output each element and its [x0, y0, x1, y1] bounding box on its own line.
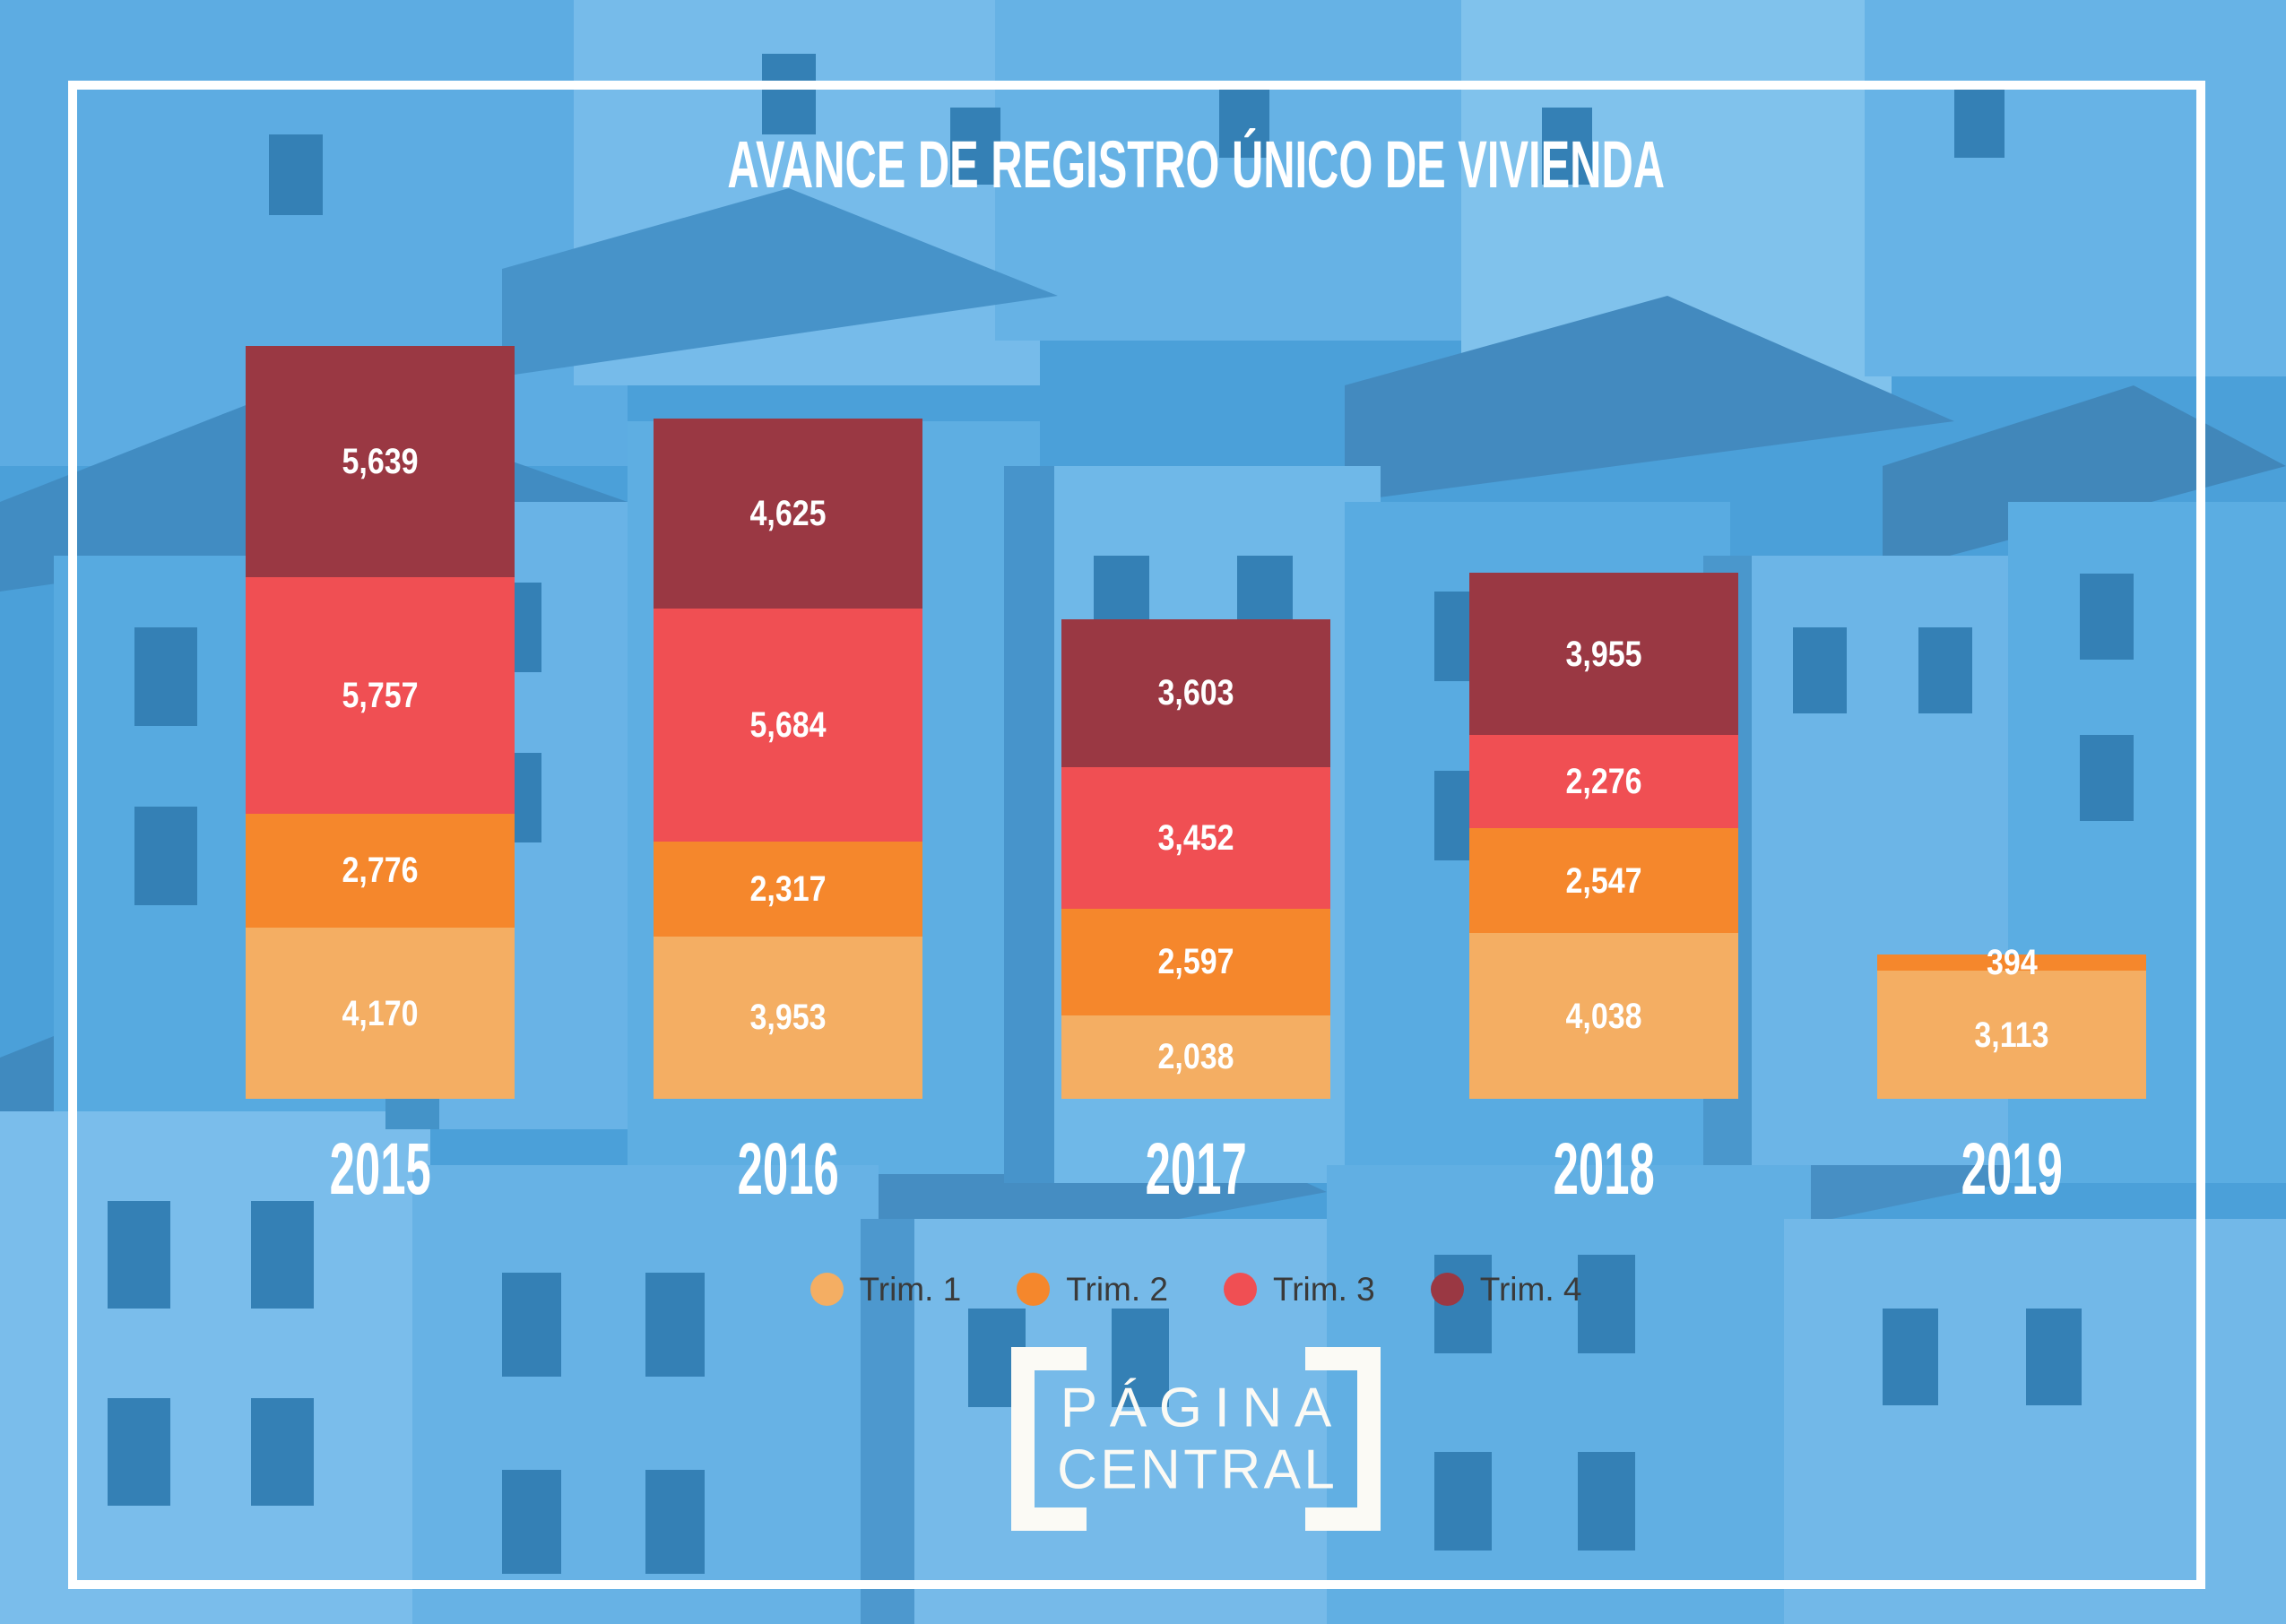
bar-value-label: 5,684	[749, 704, 827, 745]
legend-item-trim4: Trim. 4	[1430, 1271, 1582, 1308]
bar-value-label: 3,953	[749, 998, 827, 1038]
bar-segment-2016-trim3: 5,684	[654, 608, 922, 842]
legend-item-trim1: Trim. 1	[810, 1271, 962, 1308]
bar-segment-2019-trim1: 3,113	[1877, 971, 2146, 1099]
bar-value-label: 394	[1986, 943, 2038, 983]
logo-line2: CENTRAL	[1057, 1438, 1338, 1500]
legend-item-trim3: Trim. 3	[1224, 1273, 1375, 1306]
bar-value-label: 4,038	[1565, 996, 1642, 1036]
bar-value-label: 2,597	[1157, 942, 1234, 982]
bar-segment-2015-trim4: 5,639	[246, 345, 515, 578]
bar-segment-2015-trim3: 5,757	[246, 577, 515, 814]
x-axis-label-2017: 2017	[1145, 1128, 1247, 1210]
legend-label: Trim. 4	[1479, 1271, 1582, 1308]
legend-label: Trim. 1	[859, 1271, 962, 1308]
bar-segment-2017-trim4: 3,603	[1061, 618, 1330, 767]
content: AVANCE DE REGISTRO ÚNICO DE VIVIENDA 5,6…	[246, 0, 2146, 1624]
bar-segment-2017-trim1: 2,038	[1061, 1015, 1330, 1099]
legend: Trim. 1 Trim. 2 Trim. 3 Trim. 4	[246, 1273, 2146, 1306]
bar-segment-2015-trim1: 4,170	[246, 928, 515, 1099]
bar-segment-2018-trim3: 2,276	[1469, 735, 1738, 829]
stacked-bar-chart: 5,639 5,757 2,776 4,170 2015 4,625 5,684 2,317 3…	[246, 0, 2146, 1206]
legend-label: Trim. 3	[1273, 1271, 1375, 1308]
legend-circle-icon	[1224, 1273, 1257, 1306]
bar-value-label: 2,317	[749, 868, 827, 909]
x-axis-label-2019: 2019	[1961, 1128, 2063, 1210]
bar-2018: 3,955 2,276 2,547 4,038	[1469, 573, 1738, 1099]
bar-segment-2016-trim4: 4,625	[654, 418, 922, 609]
x-axis-label-2016: 2016	[737, 1128, 839, 1210]
bar-value-label: 2,038	[1157, 1037, 1234, 1077]
bar-value-label: 4,625	[749, 493, 827, 533]
bar-value-label: 3,452	[1157, 817, 1234, 858]
bar-2017: 3,603 3,452 2,597 2,038	[1061, 618, 1330, 1099]
bar-segment-2016-trim1: 3,953	[654, 936, 922, 1099]
chart-title: AVANCE DE REGISTRO ÚNICO DE VIVIENDA	[727, 127, 1665, 202]
bar-segment-2018-trim2: 2,547	[1469, 828, 1738, 934]
bar-value-label: 2,276	[1565, 762, 1642, 802]
legend-circle-icon	[810, 1273, 844, 1306]
legend-circle-icon	[1017, 1273, 1051, 1306]
legend-label: Trim. 2	[1066, 1271, 1168, 1308]
bar-segment-2017-trim2: 2,597	[1061, 908, 1330, 1015]
bar-value-label: 4,170	[342, 993, 419, 1033]
bar-segment-2019-trim2: 394	[1877, 945, 2146, 980]
legend-circle-icon	[1430, 1273, 1464, 1306]
bar-2019: 394 3,113	[1877, 945, 2146, 1099]
bar-2015: 5,639 5,757 2,776 4,170	[246, 345, 515, 1099]
bar-segment-2015-trim2: 2,776	[246, 813, 515, 929]
logo-left-bracket-icon	[1011, 1347, 1087, 1531]
bar-value-label: 5,757	[342, 676, 419, 716]
bar-segment-2016-trim2: 2,317	[654, 841, 922, 937]
bar-value-label: 3,955	[1565, 634, 1642, 674]
x-axis-label-2018: 2018	[1553, 1128, 1655, 1210]
bar-value-label: 3,113	[1974, 1015, 2049, 1055]
logo-right-bracket-icon	[1305, 1347, 1381, 1531]
bar-segment-2018-trim1: 4,038	[1469, 933, 1738, 1099]
bar-value-label: 2,547	[1565, 860, 1642, 901]
bar-segment-2017-trim3: 3,452	[1061, 766, 1330, 909]
bar-2016: 4,625 5,684 2,317 3,953	[654, 418, 922, 1099]
bar-value-label: 2,776	[342, 851, 419, 891]
bar-segment-2018-trim4: 3,955	[1469, 573, 1738, 736]
bar-value-label: 3,603	[1157, 673, 1234, 713]
legend-item-trim2: Trim. 2	[1017, 1273, 1168, 1306]
logo: PÁGINA CENTRAL	[246, 1347, 2146, 1531]
bar-value-label: 5,639	[342, 442, 419, 482]
x-axis-label-2015: 2015	[329, 1128, 431, 1210]
logo-line1: PÁGINA	[1060, 1377, 1344, 1438]
